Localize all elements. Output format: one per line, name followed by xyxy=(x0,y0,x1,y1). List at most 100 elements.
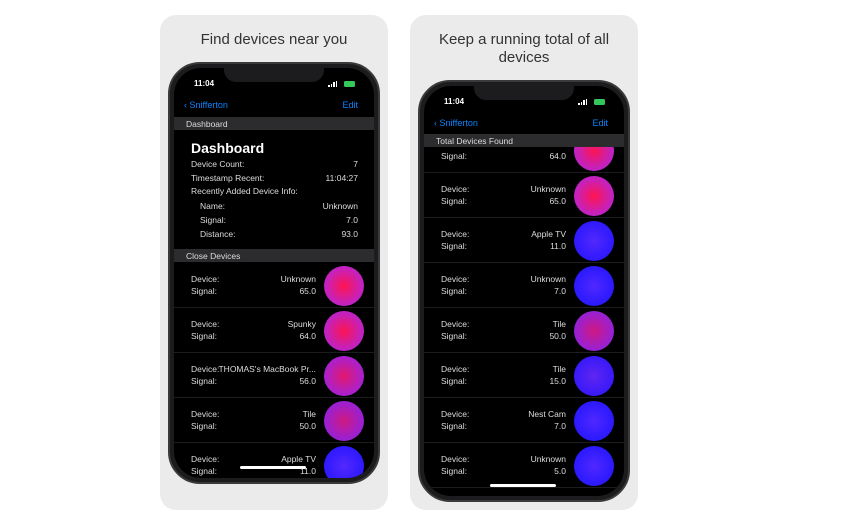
signal-label: Signal: xyxy=(441,196,467,206)
device-row: Device: Unknown Signal: 65.0 xyxy=(174,263,374,308)
signal-value: 50.0 xyxy=(549,331,566,341)
section-header: Total Devices Found xyxy=(424,134,624,147)
device-name: Tile xyxy=(552,319,566,329)
device-name: Unknown xyxy=(530,184,566,194)
stat-label: Timestamp Recent: xyxy=(191,173,265,183)
device-row: Device: Apple TV Signal: 11.0 xyxy=(174,443,374,478)
signal-value: 7.0 xyxy=(554,421,566,431)
home-indicator xyxy=(490,484,556,487)
signal-bar xyxy=(583,100,585,105)
section-header: Dashboard xyxy=(174,117,374,130)
device-row: Device: Apple TV Signal: 11.0 xyxy=(424,218,624,263)
signal-value: 64.0 xyxy=(299,331,316,341)
signal-circle xyxy=(324,311,364,351)
battery xyxy=(344,81,355,87)
device-list: Device: Unknown Signal: 65.0 Device: Spunky Si… xyxy=(174,263,374,478)
device-row: Device: THOMAS's MacBook Pr... Signal: 56.0 xyxy=(174,353,374,398)
panel: Keep a running total of all devices 11:0… xyxy=(410,15,638,510)
status-icons xyxy=(578,99,606,105)
signal-circle xyxy=(324,356,364,396)
phone: 11:04 ‹ Snifferton Edit Dashboard Dashboard D… xyxy=(168,62,380,484)
signal-label: Signal: xyxy=(191,376,217,386)
device-row: Device: Unknown Signal: 7.0 xyxy=(424,263,624,308)
signal-circle xyxy=(574,311,614,351)
signal-label: Signal: xyxy=(441,331,467,341)
signal-circle xyxy=(574,356,614,396)
signal-bar xyxy=(578,103,580,105)
device-name: Unknown xyxy=(530,454,566,464)
device-label: Device: xyxy=(441,409,470,419)
back-button[interactable]: ‹ Snifferton xyxy=(184,100,228,110)
device-name: Apple TV xyxy=(531,229,566,239)
device-row: Device: Tile Signal: 50.0 xyxy=(174,398,374,443)
signal-label: Signal: xyxy=(441,151,467,161)
heading: Dashboard xyxy=(191,140,265,156)
signal-label: Signal: xyxy=(191,286,217,296)
signal-value: 11.0 xyxy=(550,241,566,251)
section-title: Close Devices xyxy=(186,251,241,261)
device-label: Device: xyxy=(191,274,220,284)
info-value: 7.0 xyxy=(346,215,358,225)
device-label: Device: xyxy=(441,454,470,464)
notch xyxy=(224,68,324,82)
signal-circle xyxy=(324,446,364,478)
signal-circle xyxy=(574,401,614,441)
section-header: Close Devices xyxy=(174,249,374,262)
status-time: 11:04 xyxy=(444,97,465,106)
info-label: Name: xyxy=(200,201,226,211)
status-time: 11:04 xyxy=(194,79,215,88)
signal-value: 5.0 xyxy=(554,466,566,476)
phone: 11:04 ‹ Snifferton Edit Total Devices Found… xyxy=(418,80,630,502)
device-list: Signal: 64.0 Device: Unknown Signal: 65.0 Devi… xyxy=(424,147,624,496)
section-title: Total Devices Found xyxy=(436,136,514,146)
signal-value: 65.0 xyxy=(549,196,566,206)
device-name: Apple TV xyxy=(281,454,316,464)
battery xyxy=(594,99,605,105)
info-value: Unknown xyxy=(322,201,358,211)
device-label: Device: xyxy=(191,319,220,329)
device-label: Device: xyxy=(191,409,220,419)
screen: 11:04 ‹ Snifferton Edit Total Devices Found… xyxy=(424,86,624,496)
stat-label: Device Count: xyxy=(191,159,245,169)
section-title: Dashboard xyxy=(186,119,228,129)
notch xyxy=(474,86,574,100)
device-row: Signal: 64.0 xyxy=(424,147,624,173)
device-label: Device: xyxy=(441,274,470,284)
signal-label: Signal: xyxy=(191,421,217,431)
signal-label: Signal: xyxy=(441,286,467,296)
signal-bar xyxy=(580,101,583,105)
signal-value: 64.0 xyxy=(549,151,566,161)
signal-circle xyxy=(574,221,614,261)
signal-value: 56.0 xyxy=(299,376,316,386)
device-row: Device: Spunky Signal: 64.0 xyxy=(174,308,374,353)
edit-button[interactable]: Edit xyxy=(592,118,608,128)
edit-button[interactable]: Edit xyxy=(342,100,358,110)
device-name: Tile xyxy=(552,364,566,374)
device-label: Device: xyxy=(441,229,470,239)
device-row: Device: Unknown Signal: 5.0 xyxy=(424,443,624,488)
device-label: Device: xyxy=(191,454,220,464)
signal-value: 15.0 xyxy=(549,376,566,386)
signal-value: 65.0 xyxy=(299,286,316,296)
screen: 11:04 ‹ Snifferton Edit Dashboard Dashboard D… xyxy=(174,68,374,478)
signal-bar xyxy=(330,83,333,87)
back-button[interactable]: ‹ Snifferton xyxy=(434,118,478,128)
status-icons xyxy=(328,81,356,87)
signal-circle xyxy=(574,176,614,216)
signal-circle xyxy=(574,446,614,486)
panel: Find devices near you 11:04 ‹ Snifferton E… xyxy=(160,15,388,510)
signal-value: 7.0 xyxy=(554,286,566,296)
device-label: Device: xyxy=(191,364,220,374)
signal-bar xyxy=(333,82,335,87)
device-label: Device: xyxy=(441,184,470,194)
signal-value: 50.0 xyxy=(299,421,316,431)
device-name: Unknown xyxy=(530,274,566,284)
signal-circle xyxy=(324,266,364,306)
device-name: THOMAS's MacBook Pr... xyxy=(218,364,316,374)
stat-value: 7 xyxy=(353,159,358,169)
signal-label: Signal: xyxy=(441,241,467,251)
device-name: Unknown xyxy=(280,274,316,284)
device-name: Spunky xyxy=(287,319,316,329)
signal-circle xyxy=(324,401,364,441)
